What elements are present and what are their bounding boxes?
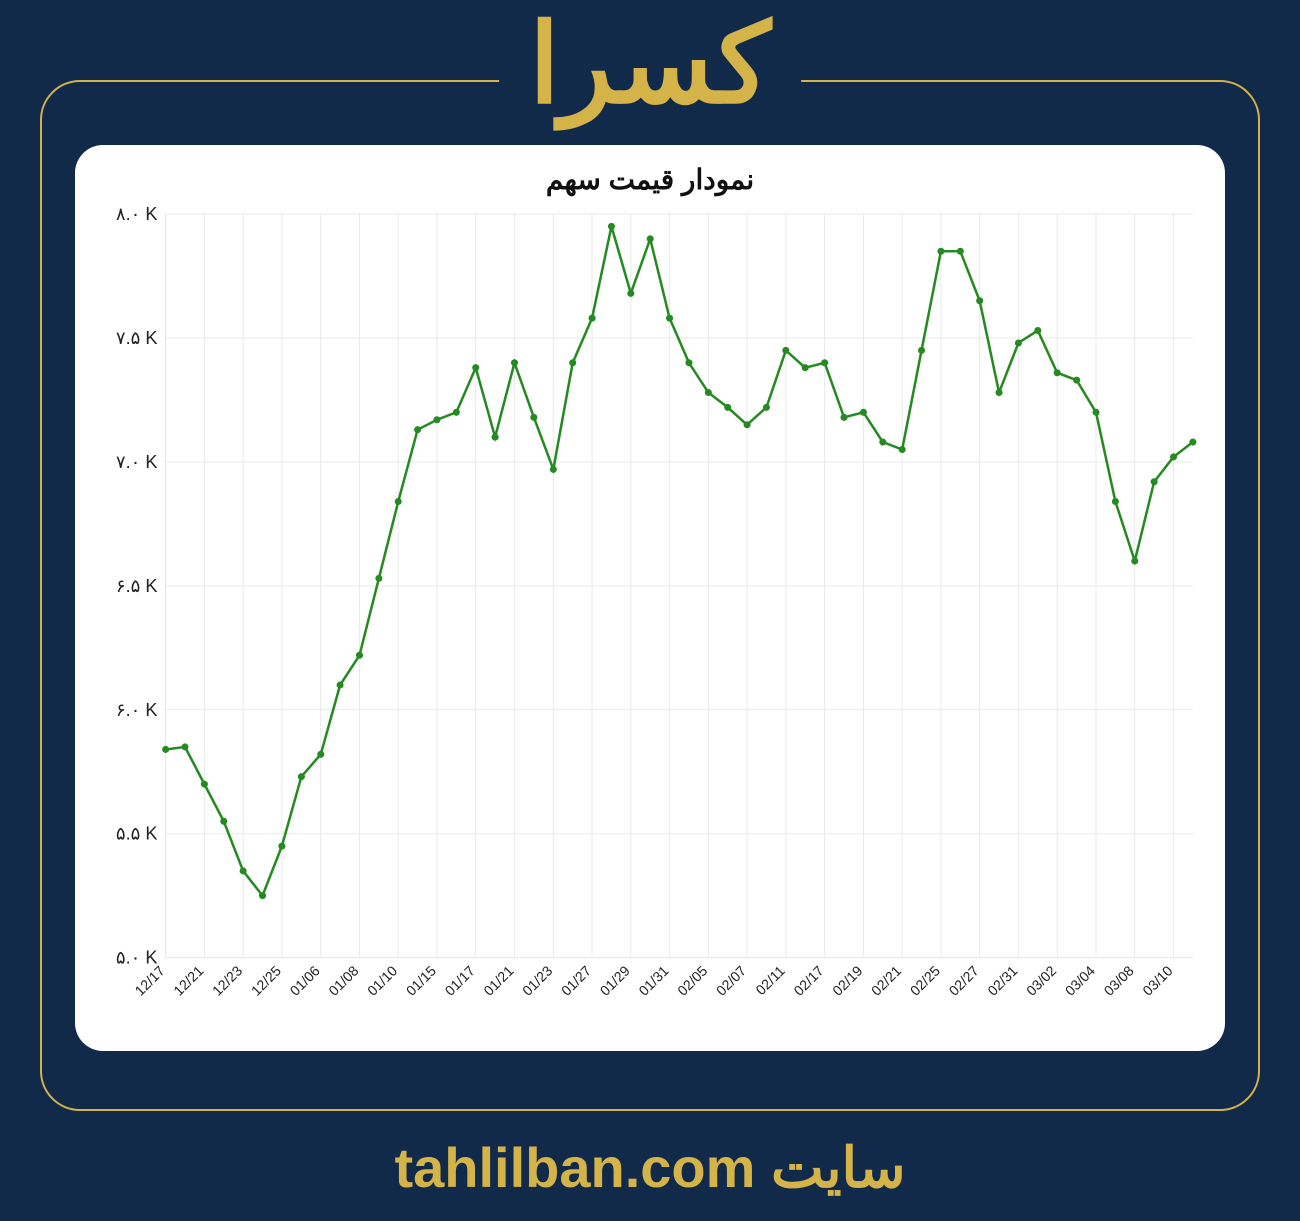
svg-text:03/08: 03/08	[1101, 962, 1137, 998]
svg-text:01/27: 01/27	[558, 962, 594, 998]
chart-plot-area: ۵.۰ K ۵.۵ K ۶.۰ K ۶.۵ K ۷.۰ K ۷.۵ K ۸.۰ K 12/17…	[95, 204, 1205, 1028]
svg-text:01/10: 01/10	[364, 962, 400, 998]
svg-text:01/08: 01/08	[325, 962, 361, 998]
svg-text:02/21: 02/21	[868, 962, 904, 998]
svg-text:12/25: 12/25	[248, 962, 284, 998]
svg-text:۷.۵ K: ۷.۵ K	[116, 328, 158, 348]
svg-text:02/31: 02/31	[984, 962, 1020, 998]
site-credit: سایت tahlilban.com	[364, 1135, 935, 1201]
svg-text:01/15: 01/15	[403, 962, 439, 998]
svg-text:03/04: 03/04	[1062, 962, 1098, 998]
svg-text:12/23: 12/23	[209, 962, 245, 998]
svg-text:01/21: 01/21	[480, 962, 516, 998]
svg-text:01/17: 01/17	[442, 962, 478, 998]
svg-text:۶.۵ K: ۶.۵ K	[116, 576, 158, 596]
svg-text:02/05: 02/05	[674, 962, 710, 998]
price-chart-card: نمودار قیمت سهم ۵.۰ K ۵.۵ K ۶.۰ K ۶.۵ K ۷.۰ …	[75, 145, 1225, 1051]
svg-text:01/23: 01/23	[519, 962, 555, 998]
site-label: سایت	[771, 1136, 906, 1199]
svg-text:۶.۰ K: ۶.۰ K	[116, 700, 158, 720]
svg-text:02/07: 02/07	[713, 962, 749, 998]
svg-text:03/02: 03/02	[1023, 962, 1059, 998]
svg-text:12/21: 12/21	[170, 962, 206, 998]
svg-text:02/19: 02/19	[829, 962, 865, 998]
svg-text:01/31: 01/31	[635, 962, 671, 998]
svg-text:03/10: 03/10	[1139, 962, 1175, 998]
stock-symbol-title: کسرا	[499, 10, 801, 120]
chart-title: نمودار قیمت سهم	[95, 163, 1205, 196]
svg-text:02/27: 02/27	[946, 962, 982, 998]
svg-text:02/25: 02/25	[907, 962, 943, 998]
chart-svg: ۵.۰ K ۵.۵ K ۶.۰ K ۶.۵ K ۷.۰ K ۷.۵ K ۸.۰ K 12/17…	[95, 204, 1205, 1028]
svg-text:۵.۰ K: ۵.۰ K	[116, 948, 158, 968]
svg-text:۵.۵ K: ۵.۵ K	[116, 824, 158, 844]
svg-text:02/17: 02/17	[790, 962, 826, 998]
svg-text:02/11: 02/11	[752, 962, 788, 998]
svg-text:۷.۰ K: ۷.۰ K	[116, 452, 158, 472]
svg-text:01/06: 01/06	[287, 962, 323, 998]
site-url: tahlilban.com	[394, 1136, 755, 1199]
svg-text:12/17: 12/17	[131, 962, 167, 998]
svg-text:01/29: 01/29	[597, 962, 633, 998]
svg-text:۸.۰ K: ۸.۰ K	[116, 204, 158, 224]
